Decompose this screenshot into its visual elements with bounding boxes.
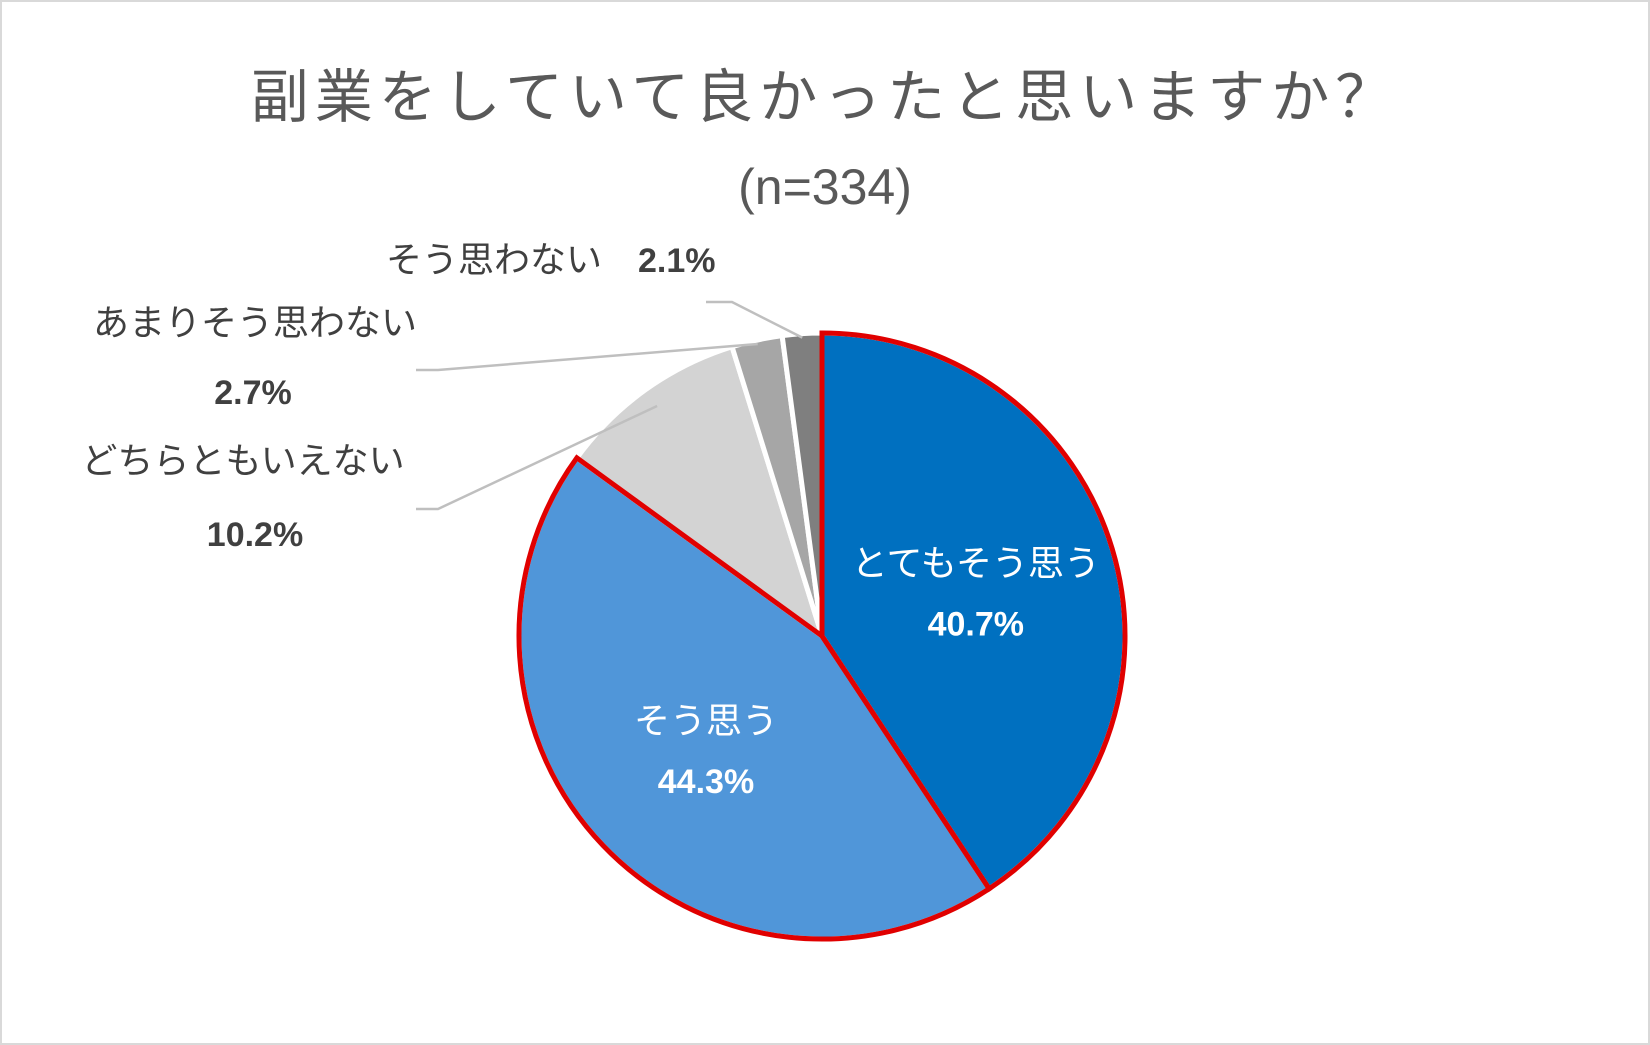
highlight-outlines	[516, 330, 1128, 942]
slice-1-highlight-outline	[819, 330, 1128, 893]
slice-3-name-label: どちらともいえない	[81, 441, 404, 482]
slice-labels: とてもそう思う 40.7% そう思う 44.3% どちらともいえない 10.2% あまりそう…	[81, 240, 1100, 801]
slice-5-value-label: 2.1%	[638, 242, 716, 280]
slice-2-highlight-outline	[516, 454, 993, 942]
slice-5-name-label: そう思わない	[386, 240, 602, 281]
slice-4-value-label: 2.7%	[214, 374, 292, 412]
slice-4-leader-line	[416, 342, 758, 372]
slice-4-name-label: あまりそう思わない	[93, 303, 417, 344]
slice-5-leader-line	[706, 300, 803, 339]
slice-2-value-label: 44.3%	[658, 763, 754, 801]
slice-1-name-label: とてもそう思う	[852, 544, 1100, 585]
slice-2-name-label: そう思う	[634, 701, 778, 742]
slice-3-leader-line	[416, 404, 658, 511]
chart-subtitle: (n=334)	[738, 159, 912, 215]
chart-title: 副業をしていて良かったと思いますか？	[250, 63, 1400, 131]
slice-1-value-label: 40.7%	[928, 606, 1024, 644]
slice-3-wedge	[574, 344, 825, 639]
leader-lines	[416, 300, 803, 511]
slice-3-value-label: 10.2%	[207, 516, 303, 554]
